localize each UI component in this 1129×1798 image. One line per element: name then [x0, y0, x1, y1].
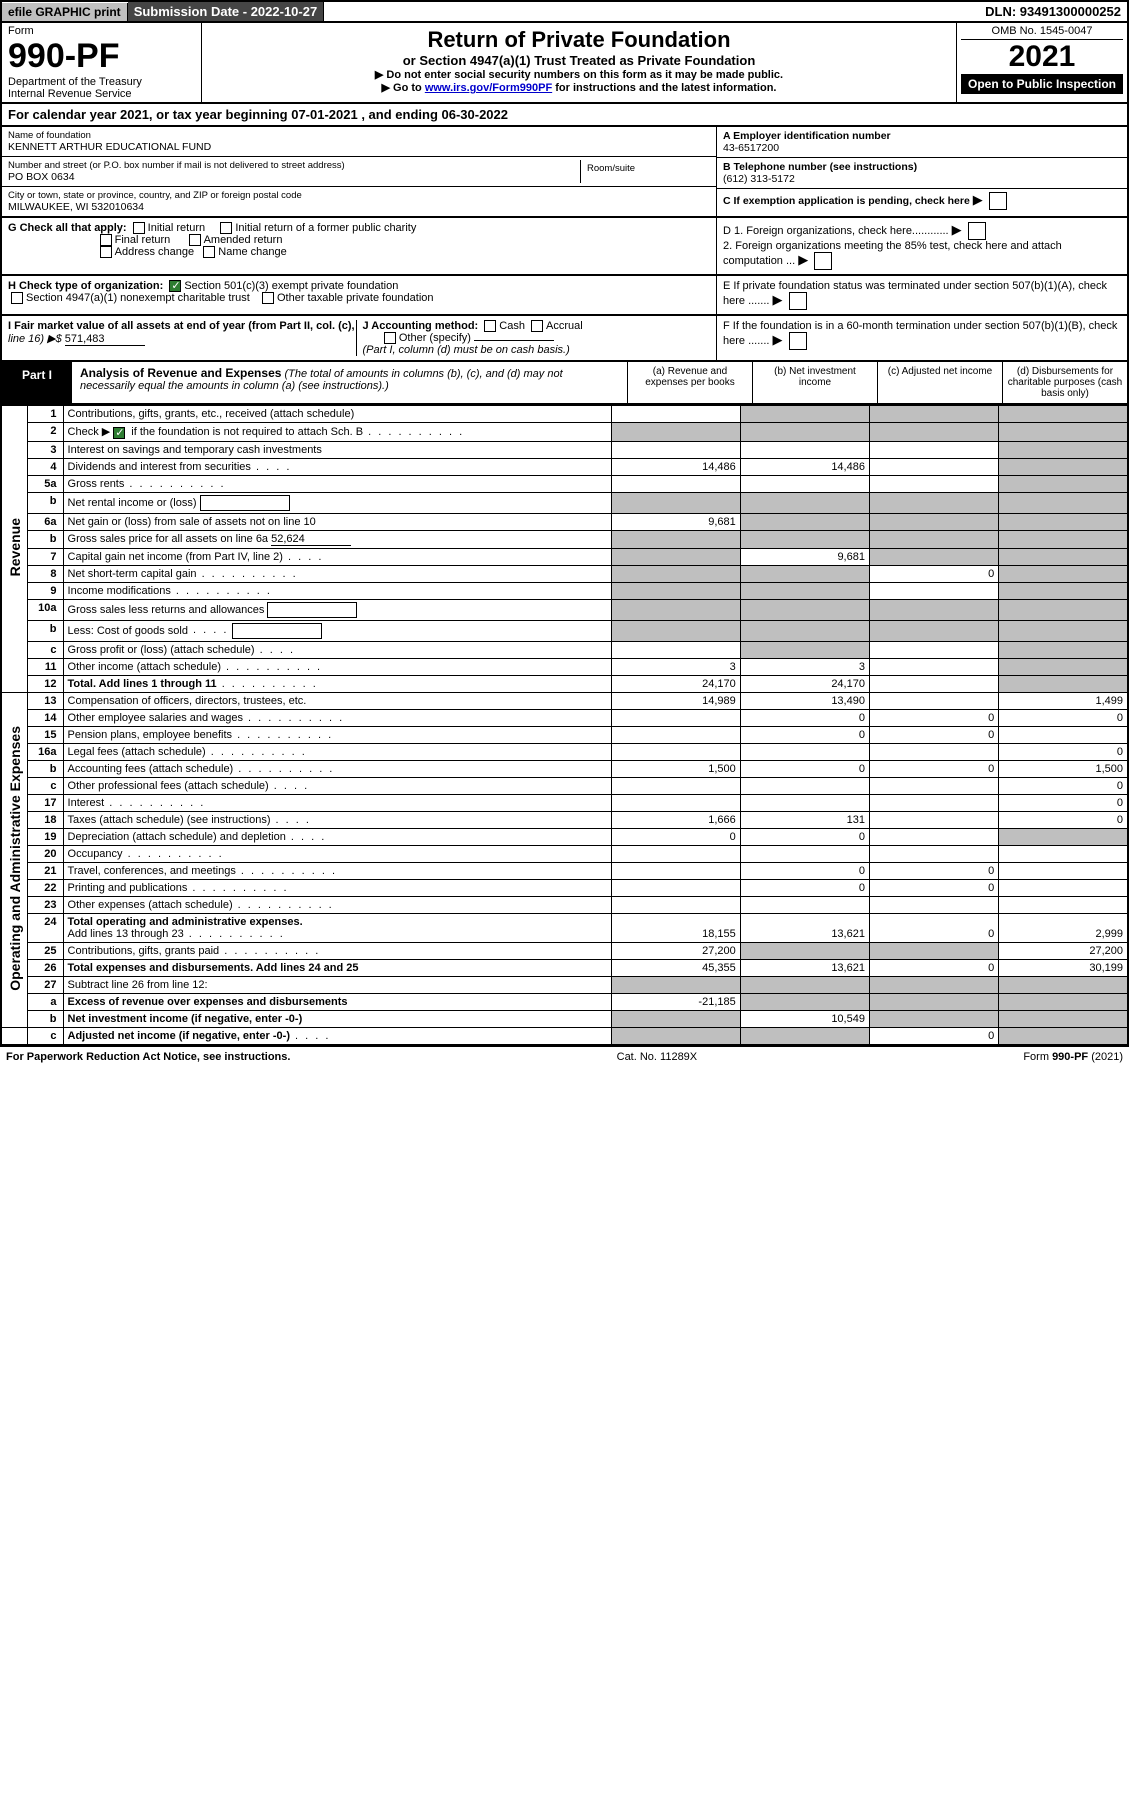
section-i-j-f: I Fair market value of all assets at end…	[0, 316, 1129, 362]
chk-accrual[interactable]	[531, 320, 543, 332]
chk-amended[interactable]	[189, 234, 201, 246]
col-c-header: (c) Adjusted net income	[877, 362, 1002, 403]
chk-cash[interactable]	[484, 320, 496, 332]
chk-initial-return[interactable]	[133, 222, 145, 234]
part1-badge: Part I	[2, 362, 72, 403]
omb-number: OMB No. 1545-0047	[961, 25, 1123, 40]
section-g-d: G Check all that apply: Initial return I…	[0, 218, 1129, 276]
chk-other-taxable[interactable]	[262, 292, 274, 304]
calendar-year-line: For calendar year 2021, or tax year begi…	[0, 104, 1129, 127]
chk-d1[interactable]	[968, 222, 986, 240]
chk-address-change[interactable]	[100, 246, 112, 258]
chk-name-change[interactable]	[203, 246, 215, 258]
chk-501c3[interactable]	[169, 280, 181, 292]
form-number: 990-PF	[8, 37, 195, 76]
instruction-2: ▶ Go to www.irs.gov/Form990PF for instru…	[208, 81, 950, 94]
irs: Internal Revenue Service	[8, 88, 195, 100]
city-state-zip: MILWAUKEE, WI 532010634	[8, 201, 710, 213]
tax-year: 2021	[961, 40, 1123, 74]
part1-header: Part I Analysis of Revenue and Expenses …	[0, 362, 1129, 405]
section-h-e: H Check type of organization: Section 50…	[0, 276, 1129, 316]
col-b-header: (b) Net investment income	[752, 362, 877, 403]
ein-label: A Employer identification number	[723, 130, 891, 142]
form-header: Form 990-PF Department of the Treasury I…	[0, 23, 1129, 104]
name-label: Name of foundation	[8, 130, 710, 141]
i-label: I Fair market value of all assets at end…	[8, 320, 355, 332]
chk-d2[interactable]	[814, 252, 832, 270]
chk-4947[interactable]	[11, 292, 23, 304]
j-label: J Accounting method:	[363, 320, 479, 332]
irs-link[interactable]: www.irs.gov/Form990PF	[425, 82, 552, 94]
footer-cat: Cat. No. 11289X	[617, 1051, 698, 1063]
chk-final-return[interactable]	[100, 234, 112, 246]
room-suite-label: Room/suite	[580, 160, 710, 183]
chk-e[interactable]	[789, 292, 807, 310]
form-word: Form	[8, 25, 195, 37]
foundation-info: Name of foundation KENNETT ARTHUR EDUCAT…	[0, 127, 1129, 218]
j-note: (Part I, column (d) must be on cash basi…	[363, 344, 570, 356]
phone-label: B Telephone number (see instructions)	[723, 161, 917, 173]
revenue-side-label: Revenue	[7, 518, 23, 576]
footer-left: For Paperwork Reduction Act Notice, see …	[6, 1051, 290, 1063]
efile-print-button[interactable]: efile GRAPHIC print	[2, 3, 128, 21]
top-bar: efile GRAPHIC print Submission Date - 20…	[0, 0, 1129, 23]
h-label: H Check type of organization:	[8, 280, 163, 292]
foundation-name: KENNETT ARTHUR EDUCATIONAL FUND	[8, 141, 710, 153]
footer-form: Form 990-PF (2021)	[1023, 1051, 1123, 1063]
form-subtitle: or Section 4947(a)(1) Trust Treated as P…	[208, 53, 950, 68]
submission-date: Submission Date - 2022-10-27	[128, 2, 325, 21]
part1-title: Analysis of Revenue and Expenses	[80, 366, 281, 380]
page-footer: For Paperwork Reduction Act Notice, see …	[0, 1046, 1129, 1067]
ein-value: 43-6517200	[723, 142, 779, 154]
i-line16: line 16) ▶$	[8, 333, 62, 345]
expenses-side-label: Operating and Administrative Expenses	[7, 726, 23, 991]
chk-initial-former[interactable]	[220, 222, 232, 234]
col-d-header: (d) Disbursements for charitable purpose…	[1002, 362, 1127, 403]
dln: DLN: 93491300000252	[979, 2, 1127, 21]
instruction-1: ▶ Do not enter social security numbers o…	[208, 68, 950, 81]
chk-sch-b[interactable]	[113, 427, 125, 439]
fmv-value: 571,483	[65, 333, 145, 346]
dept-treasury: Department of the Treasury	[8, 76, 195, 88]
exemption-pending-label: C If exemption application is pending, c…	[723, 195, 970, 207]
chk-other-method[interactable]	[384, 332, 396, 344]
exemption-checkbox[interactable]	[989, 192, 1007, 210]
phone-value: (612) 313-5172	[723, 173, 795, 185]
form-title: Return of Private Foundation	[208, 27, 950, 53]
g-label: G Check all that apply:	[8, 222, 127, 234]
chk-f[interactable]	[789, 332, 807, 350]
open-public-badge: Open to Public Inspection	[961, 74, 1123, 94]
address: PO BOX 0634	[8, 171, 580, 183]
d1-label: D 1. Foreign organizations, check here..…	[723, 225, 949, 237]
col-a-header: (a) Revenue and expenses per books	[627, 362, 752, 403]
city-label: City or town, state or province, country…	[8, 190, 710, 201]
address-label: Number and street (or P.O. box number if…	[8, 160, 580, 171]
revenue-expense-table: Revenue 1Contributions, gifts, grants, e…	[0, 405, 1129, 1045]
d2-label: 2. Foreign organizations meeting the 85%…	[723, 240, 1062, 267]
